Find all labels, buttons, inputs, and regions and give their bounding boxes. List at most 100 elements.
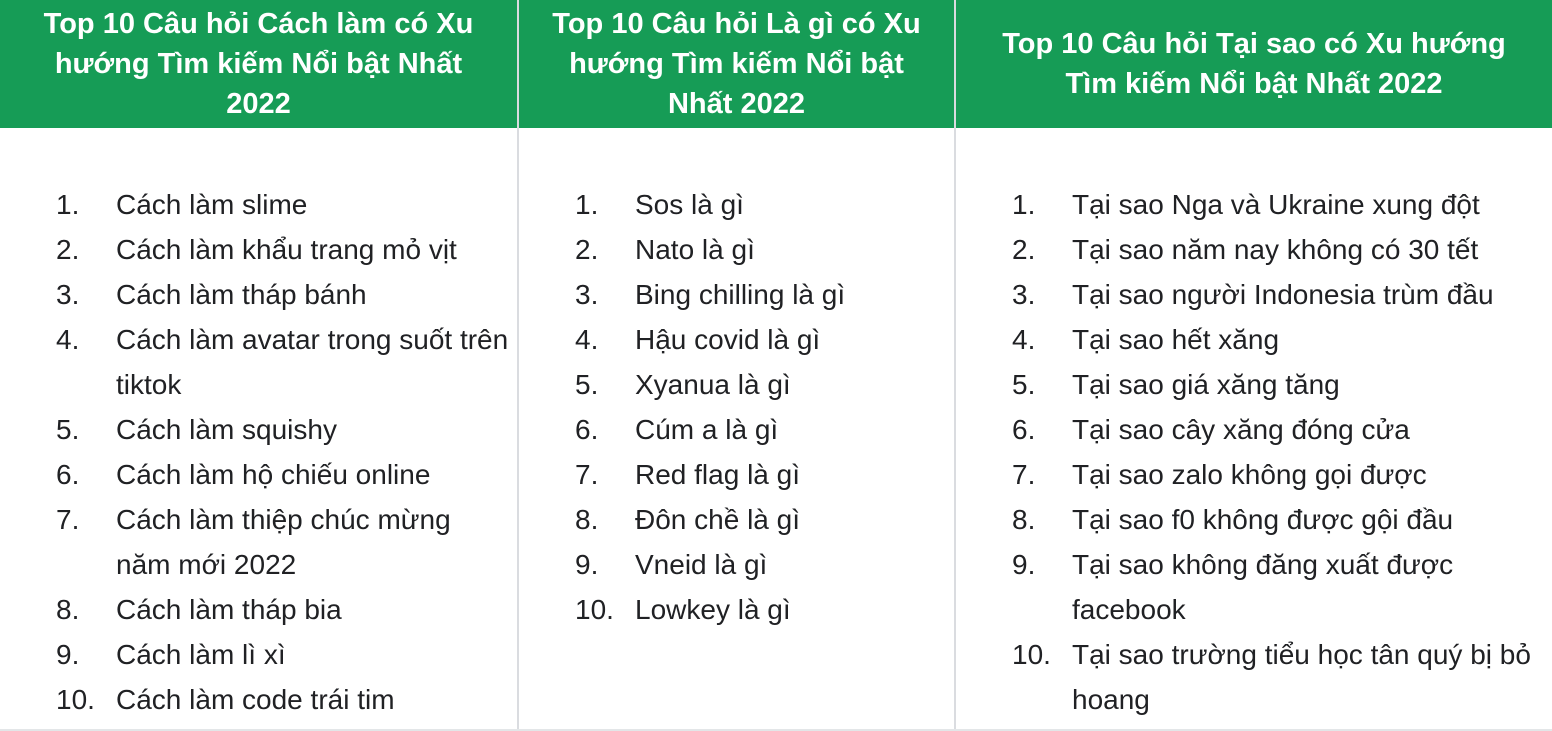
- list-item: 7. Red flag là gì: [575, 452, 946, 497]
- rank-number: 5.: [56, 414, 80, 445]
- list-item: 9. Vneid là gì: [575, 542, 946, 587]
- rank-number: 7.: [575, 459, 599, 490]
- rank-number: 7.: [1012, 459, 1036, 490]
- list-item: 3. Cách làm tháp bánh: [56, 272, 509, 317]
- item-text: Vneid là gì: [635, 549, 768, 580]
- list-item: 3. Bing chilling là gì: [575, 272, 946, 317]
- rank-number: 9.: [1012, 549, 1036, 580]
- list-item: 2. Nato là gì: [575, 227, 946, 272]
- item-text: Cách làm code trái tim: [116, 684, 395, 715]
- column-header-why: Top 10 Câu hỏi Tại sao có Xu hướng Tìm k…: [956, 0, 1552, 128]
- rank-number: 6.: [1012, 414, 1036, 445]
- item-text: Tại sao zalo không gọi được: [1072, 459, 1427, 490]
- list-item: 7. Cách làm thiệp chúc mừng năm mới 2022: [56, 497, 509, 587]
- item-text: Sos là gì: [635, 189, 744, 220]
- list-item: 10. Cách làm code trái tim: [56, 677, 509, 722]
- why-list: 1. Tại sao Nga và Ukraine xung đột 2. Tại …: [956, 128, 1552, 722]
- rank-number: 2.: [56, 234, 80, 265]
- item-text: Tại sao năm nay không có 30 tết: [1072, 234, 1479, 265]
- column-why: Top 10 Câu hỏi Tại sao có Xu hướng Tìm k…: [954, 0, 1552, 729]
- rank-number: 6.: [575, 414, 599, 445]
- item-text: Hậu covid là gì: [635, 324, 821, 355]
- rank-number: 1.: [575, 189, 599, 220]
- column-header-text: Top 10 Câu hỏi Là gì có Xu hướng Tìm kiế…: [552, 8, 921, 120]
- list-item: 8. Cách làm tháp bia: [56, 587, 509, 632]
- rank-number: 3.: [1012, 279, 1036, 310]
- list-item: 1. Tại sao Nga và Ukraine xung đột: [1012, 182, 1544, 227]
- item-text: Nato là gì: [635, 234, 755, 265]
- column-what-is: Top 10 Câu hỏi Là gì có Xu hướng Tìm kiế…: [517, 0, 954, 729]
- rank-number: 2.: [575, 234, 599, 265]
- list-item: 5. Cách làm squishy: [56, 407, 509, 452]
- list-item: 5. Tại sao giá xăng tăng: [1012, 362, 1544, 407]
- item-text: Lowkey là gì: [635, 594, 791, 625]
- list-item: 8. Tại sao f0 không được gội đầu: [1012, 497, 1544, 542]
- item-text: Red flag là gì: [635, 459, 800, 490]
- item-text: Tại sao trường tiểu học tân quý bị bỏ ho…: [1072, 639, 1531, 715]
- rank-number: 4.: [1012, 324, 1036, 355]
- what-is-list: 1. Sos là gì 2. Nato là gì 3. Bing chilling…: [519, 128, 954, 632]
- item-text: Xyanua là gì: [635, 369, 791, 400]
- list-item: 1. Cách làm slime: [56, 182, 509, 227]
- rank-number: 1.: [1012, 189, 1036, 220]
- column-header-what-is: Top 10 Câu hỏi Là gì có Xu hướng Tìm kiế…: [519, 0, 954, 128]
- rank-number: 10.: [56, 684, 95, 715]
- rank-number: 10.: [1012, 639, 1051, 670]
- list-item: 2. Tại sao năm nay không có 30 tết: [1012, 227, 1544, 272]
- column-header-text: Top 10 Câu hỏi Cách làm có Xu hướng Tìm …: [43, 8, 474, 120]
- rank-number: 4.: [56, 324, 80, 355]
- item-text: Tại sao người Indonesia trùm đầu: [1072, 279, 1494, 310]
- item-text: Cách làm slime: [116, 189, 308, 220]
- list-item: 6. Tại sao cây xăng đóng cửa: [1012, 407, 1544, 452]
- rank-number: 8.: [575, 504, 599, 535]
- rank-number: 9.: [575, 549, 599, 580]
- rank-number: 5.: [575, 369, 599, 400]
- rank-number: 3.: [575, 279, 599, 310]
- list-item: 9. Cách làm lì xì: [56, 632, 509, 677]
- list-item: 10. Lowkey là gì: [575, 587, 946, 632]
- item-text: Cách làm tháp bánh: [116, 279, 367, 310]
- item-text: Đôn chề là gì: [635, 504, 800, 535]
- item-text: Cách làm lì xì: [116, 639, 286, 670]
- column-header-text: Top 10 Câu hỏi Tại sao có Xu hướng Tìm k…: [1002, 28, 1506, 100]
- rank-number: 5.: [1012, 369, 1036, 400]
- rank-number: 10.: [575, 594, 614, 625]
- rank-number: 4.: [575, 324, 599, 355]
- list-item: 2. Cách làm khẩu trang mỏ vịt: [56, 227, 509, 272]
- item-text: Cách làm avatar trong suốt trên tiktok: [116, 324, 509, 400]
- list-item: 4. Hậu covid là gì: [575, 317, 946, 362]
- rank-number: 8.: [56, 594, 80, 625]
- item-text: Tại sao không đăng xuất được facebook: [1072, 549, 1454, 625]
- item-text: Bing chilling là gì: [635, 279, 846, 310]
- list-item: 1. Sos là gì: [575, 182, 946, 227]
- item-text: Tại sao giá xăng tăng: [1072, 369, 1340, 400]
- rank-number: 1.: [56, 189, 80, 220]
- list-item: 6. Cúm a là gì: [575, 407, 946, 452]
- column-how-to: Top 10 Câu hỏi Cách làm có Xu hướng Tìm …: [0, 0, 517, 729]
- rank-number: 9.: [56, 639, 80, 670]
- item-text: Cách làm tháp bia: [116, 594, 342, 625]
- item-text: Tại sao cây xăng đóng cửa: [1072, 414, 1410, 445]
- item-text: Cách làm hộ chiếu online: [116, 459, 431, 490]
- item-text: Cách làm thiệp chúc mừng năm mới 2022: [116, 504, 451, 580]
- list-item: 5. Xyanua là gì: [575, 362, 946, 407]
- list-item: 6. Cách làm hộ chiếu online: [56, 452, 509, 497]
- rank-number: 7.: [56, 504, 80, 535]
- rank-number: 6.: [56, 459, 80, 490]
- item-text: Cúm a là gì: [635, 414, 779, 445]
- rank-number: 2.: [1012, 234, 1036, 265]
- list-item: 9. Tại sao không đăng xuất được facebook: [1012, 542, 1544, 632]
- how-to-list: 1. Cách làm slime 2. Cách làm khẩu trang m…: [0, 128, 517, 722]
- list-item: 8. Đôn chề là gì: [575, 497, 946, 542]
- item-text: Tại sao f0 không được gội đầu: [1072, 504, 1454, 535]
- column-header-how-to: Top 10 Câu hỏi Cách làm có Xu hướng Tìm …: [0, 0, 517, 128]
- list-item: 7. Tại sao zalo không gọi được: [1012, 452, 1544, 497]
- list-item: 4. Cách làm avatar trong suốt trên tiktok: [56, 317, 509, 407]
- item-text: Cách làm khẩu trang mỏ vịt: [116, 234, 457, 265]
- list-item: 10. Tại sao trường tiểu học tân quý bị bỏ…: [1012, 632, 1544, 722]
- item-text: Tại sao Nga và Ukraine xung đột: [1072, 189, 1480, 220]
- item-text: Cách làm squishy: [116, 414, 337, 445]
- rank-number: 3.: [56, 279, 80, 310]
- list-item: 3. Tại sao người Indonesia trùm đầu: [1012, 272, 1544, 317]
